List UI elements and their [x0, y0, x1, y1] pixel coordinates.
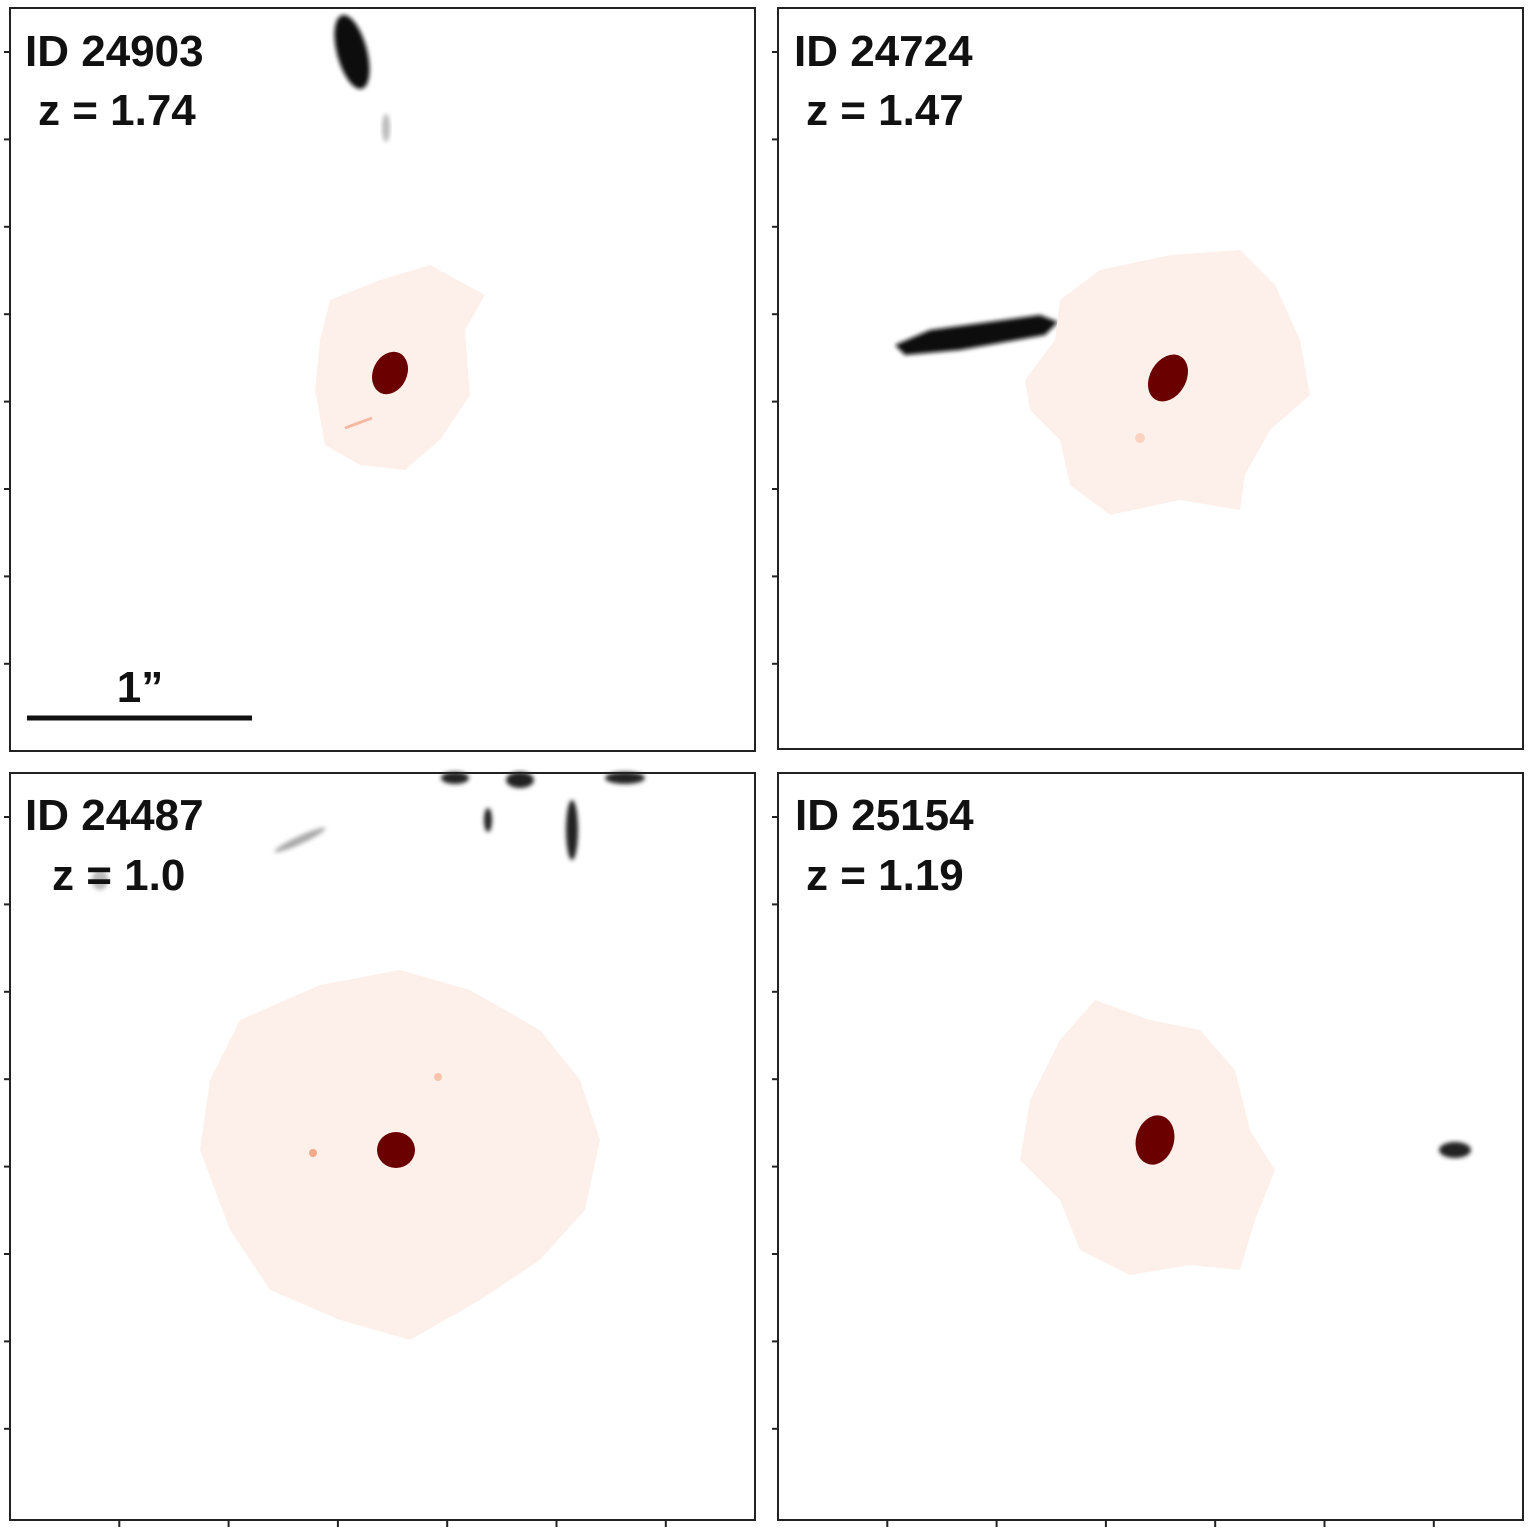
source — [382, 114, 390, 142]
feature — [434, 1073, 442, 1081]
panel-id: ID 24903 — [25, 27, 204, 76]
source — [1439, 1142, 1471, 1158]
scale-label: 1” — [117, 663, 163, 712]
feature — [344, 416, 373, 430]
core — [1135, 1115, 1175, 1165]
feature — [309, 1149, 317, 1157]
source — [895, 315, 1058, 355]
sources — [92, 772, 645, 890]
core — [372, 351, 408, 395]
source — [334, 15, 370, 89]
panel-id: ID 24487 — [25, 791, 204, 840]
panel-z: z = 1.19 — [806, 851, 964, 900]
feature — [1135, 433, 1145, 443]
panel-z: z = 1.0 — [52, 851, 185, 900]
panel-id: ID 24724 — [794, 27, 973, 76]
core — [1148, 354, 1188, 402]
panel-id: ID 25154 — [795, 791, 974, 840]
panel-z: z = 1.47 — [806, 86, 964, 135]
panel-z: z = 1.74 — [38, 86, 196, 135]
core — [377, 1132, 415, 1168]
